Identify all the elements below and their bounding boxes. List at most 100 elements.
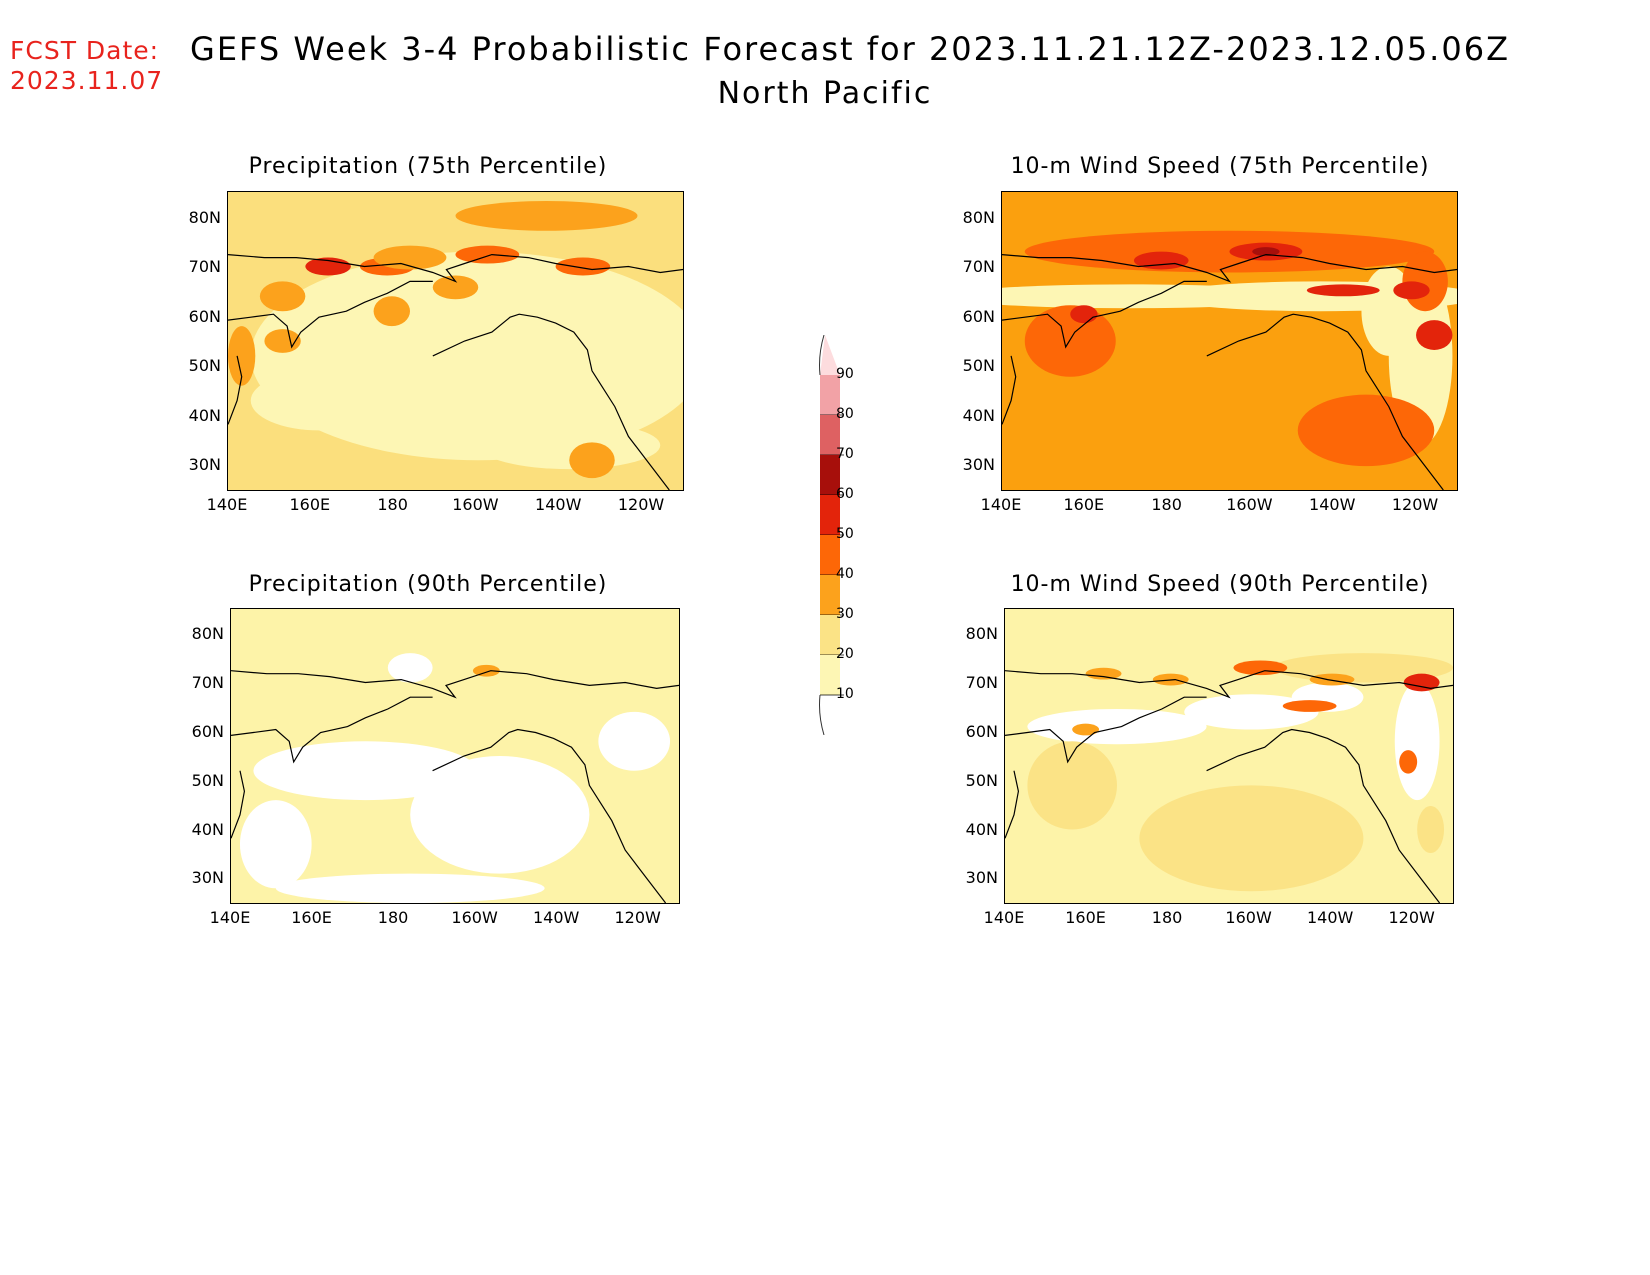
contour-region (1393, 281, 1430, 300)
contour-region (1309, 673, 1355, 686)
colorbar-top-extension (820, 335, 840, 375)
contour-region (1085, 667, 1122, 680)
colorbar-bottom-edge (819, 694, 825, 736)
coastline (1206, 728, 1441, 903)
contour-region (250, 370, 388, 431)
colorbar-level-label: 80 (836, 406, 854, 422)
coastline (228, 253, 683, 283)
contour-region (1394, 682, 1440, 801)
contour-region (478, 421, 661, 470)
lon-tick-label: 160W (1226, 495, 1273, 514)
contour-region (1402, 251, 1448, 312)
contour-region (239, 800, 312, 889)
colorbar-level-label: 20 (836, 646, 854, 662)
coastline (1005, 770, 1020, 839)
lon-tick-label: 160E (291, 908, 332, 927)
lon-tick-label: 160W (452, 495, 499, 514)
colorbar-level-label: 30 (836, 606, 854, 622)
contour-region (1139, 785, 1364, 892)
contour-region (1252, 247, 1280, 257)
lat-tick-label: 80N (965, 624, 998, 644)
fcst-date: 2023.11.07 (10, 66, 164, 95)
map-field-1 (1002, 192, 1457, 490)
lat-tick-label: 70N (965, 673, 998, 693)
contour-region (455, 200, 638, 231)
lat-tick-label: 50N (965, 770, 998, 790)
lon-tick-label: 140E (983, 908, 1025, 927)
coastline (432, 728, 667, 903)
lon-tick-label: 120W (1388, 908, 1435, 927)
contour-region (373, 245, 447, 270)
colorbar-top-edge (819, 334, 825, 376)
contour-region (455, 245, 520, 264)
lon-tick-label: 160E (289, 495, 331, 514)
forecast-date-label: FCST Date: 2023.11.07 (10, 36, 163, 96)
colorbar-swatch (820, 575, 840, 615)
contour-region (598, 711, 671, 771)
colorbar-swatch (820, 375, 840, 415)
lat-tick-label: 50N (191, 770, 224, 790)
colorbar-swatch (820, 495, 840, 535)
lon-tick-label: 140E (206, 495, 248, 514)
contour-region (1184, 694, 1319, 730)
panel-title-wind-75: 10-m Wind Speed (75th Percentile) (1010, 154, 1430, 179)
coastline (1002, 253, 1457, 283)
contour-region (1417, 805, 1445, 854)
contour-region (1072, 723, 1100, 736)
lat-tick-label: 70N (191, 673, 224, 693)
colorbar-level-label: 10 (836, 686, 854, 702)
coastline (1002, 355, 1017, 425)
lon-tick-label: 140E (980, 495, 1022, 514)
colorbar-swatch (820, 455, 840, 495)
colorbar-level-label: 90 (836, 366, 854, 382)
lon-tick-label: 120W (617, 495, 665, 514)
map-field-2 (231, 609, 679, 903)
coastline (231, 670, 679, 699)
contour-region (1024, 305, 1116, 377)
coastline (1005, 696, 1207, 764)
lon-tick-label: 120W (614, 908, 661, 927)
panel-title-precip-75: Precipitation (75th Percentile) (248, 154, 608, 179)
contour-region (1070, 305, 1098, 324)
contour-region (1399, 750, 1418, 774)
lat-tick-label: 70N (962, 257, 995, 277)
colorbar (810, 334, 900, 736)
colorbar-graphic (819, 334, 844, 736)
lat-tick-label: 80N (188, 207, 221, 227)
contour-region (387, 653, 433, 683)
lat-tick-label: 40N (188, 405, 221, 425)
lon-tick-label: 140W (535, 495, 582, 514)
map-precip-90 (230, 608, 680, 904)
lat-tick-label: 60N (191, 722, 224, 742)
contour-region (555, 257, 611, 276)
coastline (1005, 670, 1453, 699)
panel-title-wind-90: 10-m Wind Speed (90th Percentile) (1010, 572, 1430, 597)
page-subtitle: North Pacific (717, 76, 933, 111)
lon-tick-label: 180 (1151, 495, 1182, 514)
contour-region (472, 664, 500, 677)
coastline (432, 313, 670, 490)
contour-region (1027, 708, 1207, 745)
lat-tick-label: 50N (188, 356, 221, 376)
contour-region (259, 281, 306, 312)
map-wind-90 (1004, 608, 1454, 904)
colorbar-swatch (820, 535, 840, 575)
colorbar-level-label: 50 (836, 526, 854, 542)
coastline (228, 280, 433, 349)
lat-tick-label: 60N (188, 306, 221, 326)
lat-tick-label: 40N (962, 405, 995, 425)
contour-region (569, 442, 615, 479)
lat-tick-label: 30N (191, 868, 224, 888)
lon-tick-label: 160W (451, 908, 498, 927)
page-title: GEFS Week 3-4 Probabilistic Forecast for… (190, 30, 1510, 68)
lon-tick-label: 140W (1309, 495, 1356, 514)
contour-region (253, 741, 478, 801)
lon-tick-label: 180 (377, 908, 409, 927)
colorbar-swatch (820, 655, 840, 695)
lat-tick-label: 50N (962, 356, 995, 376)
coastline (231, 696, 433, 764)
map-wind-75 (1001, 191, 1458, 491)
colorbar-swatch (820, 615, 840, 655)
lat-tick-label: 60N (965, 722, 998, 742)
colorbar-level-label: 60 (836, 486, 854, 502)
